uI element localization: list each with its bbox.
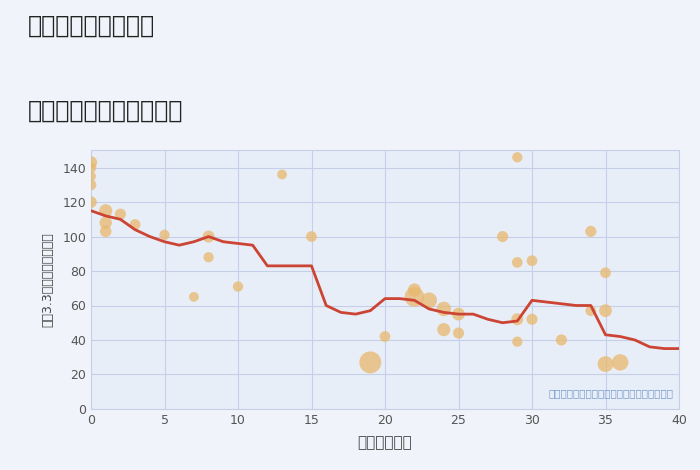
Point — [85, 164, 97, 172]
Point — [512, 315, 523, 323]
Point — [203, 233, 214, 240]
X-axis label: 築年数（年）: 築年数（年） — [358, 435, 412, 450]
Point — [365, 359, 376, 366]
Point — [130, 221, 141, 228]
Point — [85, 172, 97, 180]
Point — [232, 283, 244, 290]
Point — [453, 329, 464, 337]
Text: 築年数別中古戸建て価格: 築年数別中古戸建て価格 — [28, 99, 183, 123]
Point — [512, 258, 523, 266]
Point — [526, 257, 538, 265]
Point — [497, 233, 508, 240]
Point — [556, 336, 567, 344]
Point — [512, 154, 523, 161]
Point — [424, 297, 435, 304]
Point — [453, 310, 464, 318]
Point — [585, 227, 596, 235]
Point — [600, 269, 611, 276]
Point — [526, 315, 538, 323]
Point — [159, 231, 170, 239]
Point — [585, 307, 596, 314]
Point — [379, 333, 391, 340]
Text: 千葉県船橋市栄町の: 千葉県船橋市栄町の — [28, 14, 155, 38]
Text: 円の大きさは、取引のあった物件面積を示す: 円の大きさは、取引のあった物件面積を示す — [548, 389, 673, 399]
Point — [409, 286, 420, 294]
Point — [600, 360, 611, 368]
Point — [85, 159, 97, 166]
Point — [115, 211, 126, 218]
Point — [100, 219, 111, 227]
Point — [615, 359, 626, 366]
Point — [85, 181, 97, 188]
Point — [409, 293, 420, 301]
Point — [100, 207, 111, 214]
Point — [438, 305, 449, 313]
Point — [276, 171, 288, 178]
Point — [306, 233, 317, 240]
Point — [203, 253, 214, 261]
Point — [85, 198, 97, 206]
Point — [188, 293, 199, 301]
Point — [512, 338, 523, 345]
Y-axis label: 坪（3.3㎡）単価（万円）: 坪（3.3㎡）単価（万円） — [41, 232, 54, 327]
Point — [438, 326, 449, 333]
Point — [100, 227, 111, 235]
Point — [600, 307, 611, 314]
